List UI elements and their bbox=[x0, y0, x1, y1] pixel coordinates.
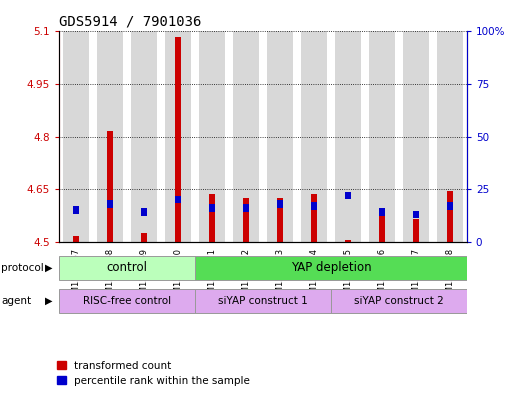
Bar bbox=[345, 191, 351, 199]
Bar bbox=[335, 31, 361, 242]
Bar bbox=[59, 289, 195, 313]
Text: RISC-free control: RISC-free control bbox=[83, 296, 171, 305]
Bar bbox=[59, 255, 195, 280]
Bar bbox=[243, 198, 249, 242]
Bar bbox=[141, 208, 147, 216]
Bar bbox=[413, 211, 419, 218]
Bar bbox=[97, 31, 123, 242]
Bar bbox=[107, 200, 113, 208]
Bar bbox=[199, 31, 225, 242]
Text: siYAP construct 2: siYAP construct 2 bbox=[354, 296, 444, 305]
Text: agent: agent bbox=[1, 296, 31, 306]
Bar bbox=[195, 289, 331, 313]
Bar bbox=[209, 204, 215, 212]
Bar bbox=[107, 131, 113, 242]
Bar bbox=[311, 195, 317, 242]
Bar bbox=[311, 202, 317, 210]
Bar bbox=[345, 240, 351, 242]
Bar bbox=[369, 31, 394, 242]
Bar bbox=[447, 202, 453, 210]
Bar bbox=[403, 31, 428, 242]
Text: protocol: protocol bbox=[1, 263, 44, 273]
Bar bbox=[73, 237, 79, 242]
Bar bbox=[301, 31, 327, 242]
Bar bbox=[379, 208, 385, 216]
Bar bbox=[175, 196, 181, 204]
Bar bbox=[437, 31, 463, 242]
Bar bbox=[175, 37, 181, 242]
Bar bbox=[243, 204, 249, 212]
Bar bbox=[63, 31, 89, 242]
Text: ▶: ▶ bbox=[45, 296, 52, 306]
Bar bbox=[73, 206, 79, 214]
Legend: transformed count, percentile rank within the sample: transformed count, percentile rank withi… bbox=[56, 361, 250, 386]
Bar bbox=[331, 289, 467, 313]
Bar bbox=[447, 191, 453, 242]
Bar bbox=[141, 233, 147, 242]
Text: siYAP construct 1: siYAP construct 1 bbox=[218, 296, 308, 305]
Text: GDS5914 / 7901036: GDS5914 / 7901036 bbox=[59, 15, 202, 29]
Text: YAP depletion: YAP depletion bbox=[290, 261, 371, 274]
Bar bbox=[379, 215, 385, 242]
Bar bbox=[267, 31, 292, 242]
Text: control: control bbox=[107, 261, 147, 274]
Bar bbox=[233, 31, 259, 242]
Bar bbox=[195, 255, 467, 280]
Bar bbox=[413, 219, 419, 242]
Bar bbox=[131, 31, 156, 242]
Bar bbox=[277, 198, 283, 242]
Bar bbox=[165, 31, 191, 242]
Bar bbox=[209, 195, 215, 242]
Bar bbox=[277, 200, 283, 208]
Text: ▶: ▶ bbox=[45, 263, 52, 273]
